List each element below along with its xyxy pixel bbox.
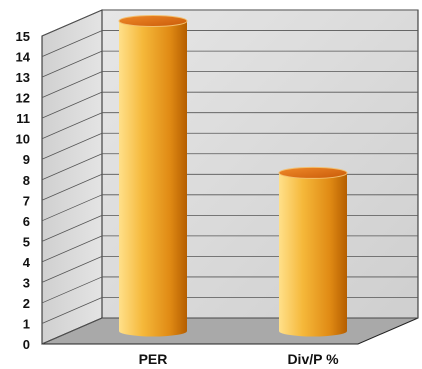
gridline-side <box>41 297 103 324</box>
y-tick-label: 1 <box>23 316 30 331</box>
gridline-side <box>41 132 103 160</box>
gridline-side <box>41 112 103 140</box>
bar-body <box>279 172 347 337</box>
y-tick-label: 12 <box>16 91 30 106</box>
gridline-side <box>41 214 103 242</box>
y-tick-label: 0 <box>23 337 30 352</box>
gridline-side <box>41 153 103 181</box>
gridline-side <box>41 276 103 304</box>
bars <box>118 14 348 337</box>
y-tick-label: 5 <box>23 234 30 249</box>
gridline-side <box>41 256 103 283</box>
gridline-side <box>41 317 103 345</box>
bar <box>278 166 348 337</box>
y-tick-label: 13 <box>16 70 30 85</box>
gridline-side <box>41 9 103 37</box>
y-tick-label: 15 <box>16 29 30 44</box>
y-tick-label: 11 <box>16 111 30 126</box>
y-tick-label: 4 <box>23 255 31 270</box>
bar-top <box>278 166 348 179</box>
chart-side-wall <box>41 9 103 345</box>
y-tick-label: 3 <box>23 275 30 290</box>
gridline-side <box>41 30 103 57</box>
gridline-side <box>41 235 103 263</box>
y-tick-label: 6 <box>23 214 30 229</box>
bar-body <box>119 20 187 337</box>
bar-top <box>118 14 188 27</box>
y-tick-label: 9 <box>23 152 30 167</box>
bar <box>118 14 188 337</box>
gridline-side <box>41 50 103 78</box>
y-tick-label: 7 <box>23 193 30 208</box>
x-category-label: Div/P % <box>287 351 339 367</box>
gridline-side <box>41 91 103 119</box>
y-tick-label: 2 <box>23 296 30 311</box>
gridline-side <box>41 173 103 201</box>
y-tick-label: 10 <box>16 132 30 147</box>
y-tick-label: 14 <box>16 50 31 65</box>
chart-floor <box>41 317 419 345</box>
gridline-side <box>41 194 103 222</box>
x-axis-category-labels: PER Div/P % <box>139 351 339 367</box>
gridline-side <box>41 71 103 99</box>
y-tick-label: 8 <box>23 173 30 188</box>
x-category-label: PER <box>139 351 168 367</box>
